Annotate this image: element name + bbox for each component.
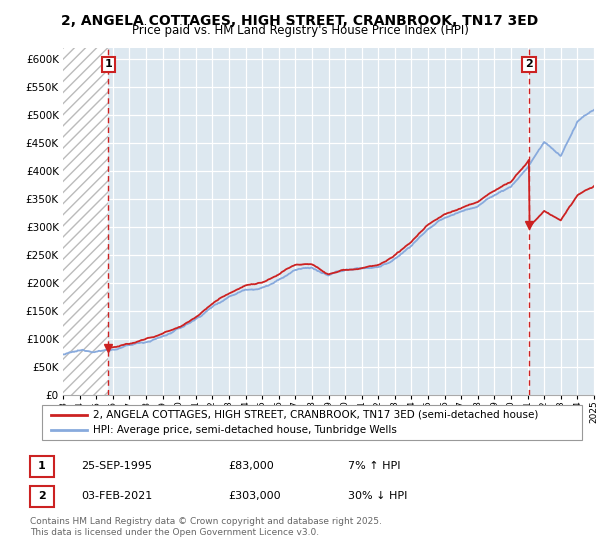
Text: 03-FEB-2021: 03-FEB-2021 <box>81 491 152 501</box>
Text: HPI: Average price, semi-detached house, Tunbridge Wells: HPI: Average price, semi-detached house,… <box>93 425 397 435</box>
Text: 2, ANGELA COTTAGES, HIGH STREET, CRANBROOK, TN17 3ED (semi-detached house): 2, ANGELA COTTAGES, HIGH STREET, CRANBRO… <box>93 409 538 419</box>
Text: £303,000: £303,000 <box>228 491 281 501</box>
Text: Price paid vs. HM Land Registry's House Price Index (HPI): Price paid vs. HM Land Registry's House … <box>131 24 469 37</box>
Text: 2, ANGELA COTTAGES, HIGH STREET, CRANBROOK, TN17 3ED: 2, ANGELA COTTAGES, HIGH STREET, CRANBRO… <box>61 14 539 28</box>
Text: 1: 1 <box>104 59 112 69</box>
Text: 1: 1 <box>38 461 46 472</box>
Text: 2: 2 <box>38 491 46 501</box>
Text: £83,000: £83,000 <box>228 461 274 472</box>
Text: 30% ↓ HPI: 30% ↓ HPI <box>348 491 407 501</box>
Text: 2: 2 <box>525 59 533 69</box>
Text: 7% ↑ HPI: 7% ↑ HPI <box>348 461 401 472</box>
Text: 25-SEP-1995: 25-SEP-1995 <box>81 461 152 472</box>
Text: Contains HM Land Registry data © Crown copyright and database right 2025.
This d: Contains HM Land Registry data © Crown c… <box>30 517 382 537</box>
